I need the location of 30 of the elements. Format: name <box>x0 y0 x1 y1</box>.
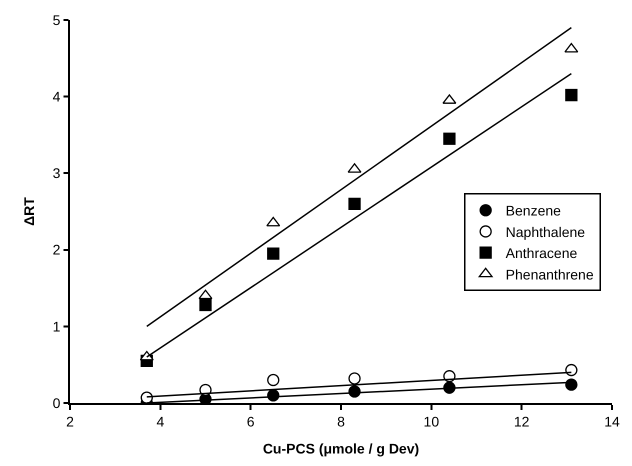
y-tick-label: 3 <box>52 165 61 182</box>
point <box>348 198 361 210</box>
legend-label: Phenanthrene <box>506 266 594 282</box>
y-tick-label: 4 <box>52 88 61 104</box>
x-tick-label: 2 <box>66 414 74 430</box>
x-tick-label: 14 <box>604 414 620 430</box>
x-tick-label: 4 <box>156 414 164 430</box>
point <box>565 378 578 391</box>
y-axis-title: ΔRT <box>20 196 37 226</box>
y-tick-label: 1 <box>52 318 61 334</box>
legend-label: Naphthalene <box>506 224 586 240</box>
point <box>565 88 578 102</box>
x-tick-label: 6 <box>246 414 255 430</box>
x-tick-label: 12 <box>514 414 530 430</box>
point <box>267 247 280 260</box>
point <box>564 42 578 53</box>
x-tick-label: 10 <box>424 414 440 430</box>
point <box>198 290 212 300</box>
legend-label: Anthracene <box>506 245 578 262</box>
x-axis-title: Cu-PCS (μmole / g Dev) <box>262 440 420 456</box>
point <box>267 374 280 386</box>
point <box>443 132 456 145</box>
y-tick-label: 5 <box>52 12 61 28</box>
legend-label: Benzene <box>506 202 562 219</box>
y-tick-label: 2 <box>52 242 61 258</box>
y-tick-label: 0 <box>52 394 61 411</box>
point <box>348 372 361 385</box>
point <box>565 364 578 376</box>
point <box>199 298 212 312</box>
x-tick-label: 8 <box>337 414 346 430</box>
